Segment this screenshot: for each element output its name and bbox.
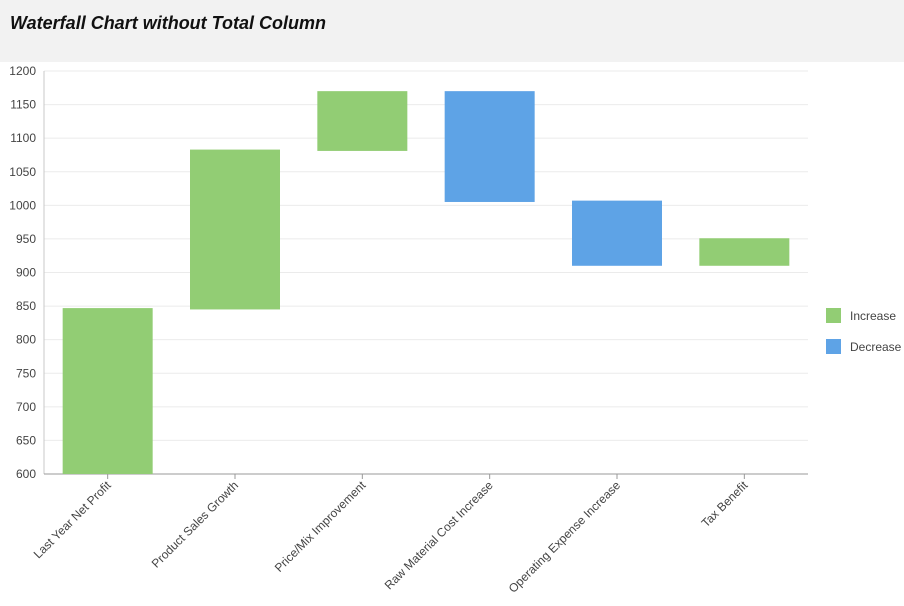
y-tick-label: 1200 [9,64,36,78]
y-tick-label: 1000 [9,198,36,212]
y-tick-label: 600 [16,467,36,481]
y-tick-label: 1100 [10,131,36,145]
y-tick-label: 1150 [10,98,36,112]
y-tick-label: 800 [16,333,36,347]
bar-increase [190,149,280,310]
x-category-label: Tax Benefit [699,478,751,530]
title-bar: Waterfall Chart without Total Column [0,0,904,62]
y-tick-label: 900 [16,266,36,280]
x-category-label: Operating Expense Increase [506,478,624,596]
y-tick-label: 700 [16,400,36,414]
bar-increase [699,238,790,266]
grid-lines [44,70,808,441]
legend: Increase Decrease [826,308,902,354]
x-category-label: Raw Material Cost Increase [382,478,496,592]
bar-decrease [572,200,662,266]
y-tick-label: 650 [16,433,36,447]
legend-label-decrease: Decrease [850,340,902,354]
x-category-label: Price/Mix Improvement [272,478,369,575]
y-tick-label: 950 [16,232,36,246]
bar-decrease [444,91,535,202]
bars [62,91,790,474]
x-category-label: Last Year Net Profit [31,478,114,561]
legend-swatch-increase [826,308,841,323]
x-category-label: Product Sales Growth [149,478,241,570]
legend-label-increase: Increase [850,309,896,323]
legend-swatch-decrease [826,339,841,354]
bar-increase [62,308,153,474]
page-title: Waterfall Chart without Total Column [10,13,326,33]
y-tick-label: 1050 [9,165,36,179]
bar-increase [317,91,408,151]
category-labels: Last Year Net Profit Product Sales Growth… [31,478,751,596]
y-tick-label: 850 [16,299,36,313]
y-tick-label: 750 [16,366,36,380]
axes: 600 650 700 750 800 850 900 950 1000 1050 1100 1150… [9,64,808,481]
